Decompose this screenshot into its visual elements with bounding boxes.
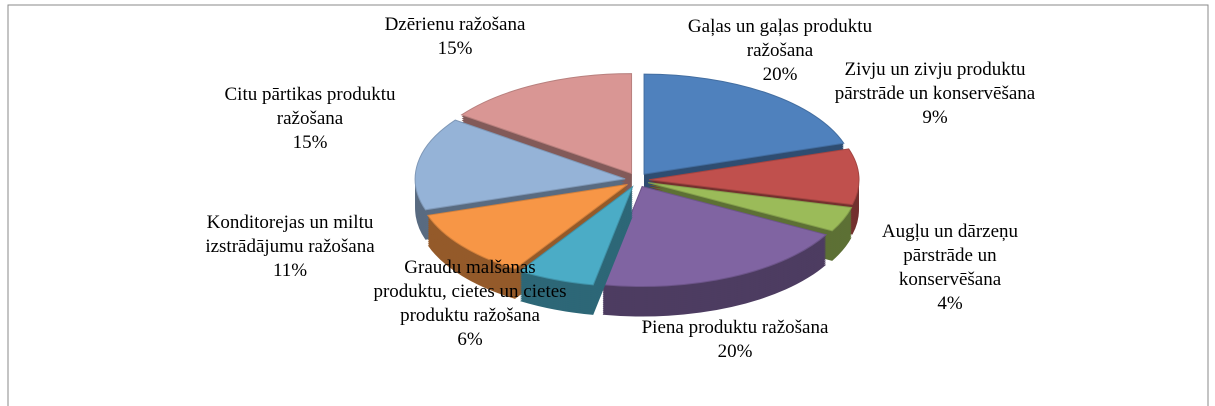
value-label: 9% [922, 107, 948, 128]
value-label: 6% [457, 329, 483, 350]
value-label: 4% [937, 293, 963, 314]
slice-label: Zivju un zivju produktu pārstrāde un kon… [830, 58, 1040, 130]
slice [426, 183, 628, 270]
slice-label: Dzērienu ražošana 15% [350, 13, 560, 61]
slice [648, 182, 853, 232]
slice-label: Piena produktu ražošana 20% [635, 316, 835, 364]
category-label: Zivju un zivju produktu pārstrāde un kon… [834, 59, 1036, 104]
frame [7, 4, 1209, 406]
value-label: 15% [437, 38, 473, 59]
category-label: Piena produktu ražošana [641, 317, 829, 338]
slice [414, 119, 626, 211]
slice [602, 185, 828, 287]
slice-label: Gaļas un gaļas produktu ražošana 20% [675, 15, 885, 87]
slice [460, 73, 633, 175]
value-label: 20% [762, 64, 798, 85]
value-label: 20% [717, 341, 753, 362]
category-label: Gaļas un gaļas produktu ražošana [687, 16, 873, 61]
category-label: Citu pārtikas produktu ražošana [224, 84, 396, 129]
slice-label: Konditorejas un miltu izstrādājumu ražoš… [185, 211, 395, 283]
category-label: Konditorejas un miltu izstrādājumu ražoš… [205, 212, 375, 257]
slice-label: Citu pārtikas produktu ražošana 15% [205, 83, 415, 155]
category-label: Graudu malšanas produktu, cietes un ciet… [373, 257, 567, 326]
category-label: Dzērienu ražošana [384, 14, 526, 35]
category-label: Augļu un dārzeņu pārstrāde un konservēša… [881, 221, 1019, 290]
value-label: 11% [272, 260, 308, 281]
slice [648, 148, 860, 206]
slice [518, 185, 634, 286]
value-label: 15% [292, 132, 328, 153]
slice [643, 73, 845, 175]
slice-label: Augļu un dārzeņu pārstrāde un konservēša… [850, 220, 1050, 316]
slice-label: Graudu malšanas produktu, cietes un ciet… [370, 256, 570, 352]
